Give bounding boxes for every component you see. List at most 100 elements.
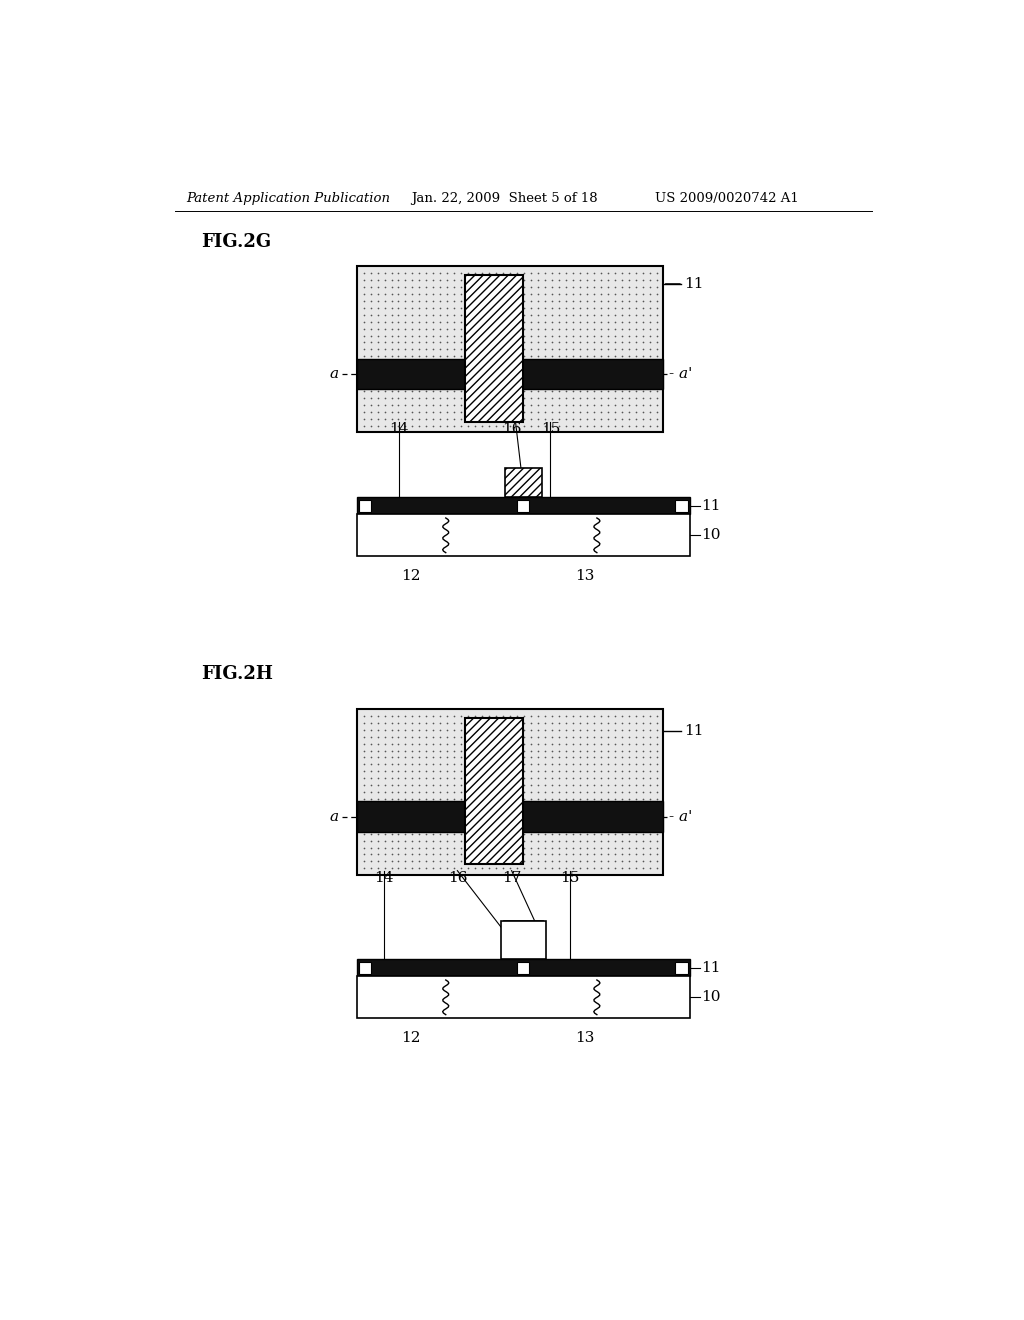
Point bbox=[390, 858, 407, 879]
Point bbox=[432, 346, 449, 367]
Point bbox=[579, 331, 595, 352]
Point bbox=[606, 768, 623, 789]
Point bbox=[523, 339, 540, 360]
Point bbox=[502, 331, 518, 352]
Point bbox=[523, 304, 540, 325]
Point bbox=[599, 325, 615, 346]
Point bbox=[439, 312, 456, 333]
Point bbox=[481, 851, 498, 873]
Point bbox=[571, 803, 588, 824]
Point bbox=[460, 824, 476, 845]
Point bbox=[586, 733, 602, 754]
Point bbox=[509, 713, 525, 734]
Point bbox=[537, 754, 553, 775]
Point bbox=[558, 741, 574, 762]
Point bbox=[648, 408, 665, 429]
Point bbox=[446, 796, 463, 817]
Text: a: a bbox=[330, 809, 339, 824]
Point bbox=[502, 775, 518, 796]
Point bbox=[551, 803, 567, 824]
Point bbox=[593, 760, 609, 781]
Point bbox=[383, 380, 399, 401]
Point bbox=[377, 775, 393, 796]
Point bbox=[453, 387, 469, 408]
Point bbox=[481, 318, 498, 339]
Point bbox=[593, 768, 609, 789]
Point bbox=[529, 788, 546, 809]
Point bbox=[453, 788, 469, 809]
Point bbox=[432, 276, 449, 297]
Point bbox=[404, 263, 421, 284]
Point bbox=[641, 719, 657, 741]
Point bbox=[390, 741, 407, 762]
Point bbox=[606, 408, 623, 429]
Point bbox=[412, 318, 428, 339]
Point bbox=[593, 367, 609, 388]
Point bbox=[537, 318, 553, 339]
Point bbox=[390, 374, 407, 395]
Point bbox=[487, 387, 504, 408]
Point bbox=[377, 408, 393, 429]
Point bbox=[446, 339, 463, 360]
Point bbox=[425, 837, 441, 858]
Point bbox=[586, 401, 602, 422]
Point bbox=[621, 775, 637, 796]
Point bbox=[370, 843, 386, 865]
Point bbox=[502, 809, 518, 830]
Point bbox=[362, 719, 379, 741]
Point bbox=[509, 747, 525, 768]
Point bbox=[509, 851, 525, 873]
Point bbox=[487, 374, 504, 395]
Point bbox=[495, 312, 511, 333]
Point bbox=[355, 809, 372, 830]
Point bbox=[418, 726, 434, 747]
Point bbox=[495, 713, 511, 734]
Point bbox=[502, 858, 518, 879]
Point bbox=[446, 775, 463, 796]
Point bbox=[628, 768, 644, 789]
Point bbox=[628, 816, 644, 837]
Point bbox=[529, 809, 546, 830]
Point bbox=[481, 824, 498, 845]
Point bbox=[474, 312, 490, 333]
Point bbox=[467, 331, 483, 352]
Point bbox=[579, 325, 595, 346]
Point bbox=[397, 788, 414, 809]
Point bbox=[487, 719, 504, 741]
Point bbox=[509, 843, 525, 865]
Point bbox=[495, 741, 511, 762]
Point bbox=[599, 408, 615, 429]
Point bbox=[487, 401, 504, 422]
Point bbox=[529, 733, 546, 754]
Point bbox=[495, 367, 511, 388]
Point bbox=[362, 837, 379, 858]
Point bbox=[377, 401, 393, 422]
Point bbox=[599, 346, 615, 367]
Point bbox=[509, 408, 525, 429]
Point bbox=[467, 367, 483, 388]
Point bbox=[453, 733, 469, 754]
Point bbox=[571, 733, 588, 754]
Point bbox=[474, 843, 490, 865]
Point bbox=[418, 705, 434, 726]
Point bbox=[404, 284, 421, 305]
Point bbox=[593, 380, 609, 401]
Point bbox=[571, 318, 588, 339]
Point bbox=[579, 781, 595, 803]
Point bbox=[551, 395, 567, 416]
Point bbox=[362, 352, 379, 374]
Point bbox=[355, 380, 372, 401]
Point bbox=[529, 837, 546, 858]
Point bbox=[641, 318, 657, 339]
Point bbox=[544, 374, 560, 395]
Point bbox=[425, 830, 441, 851]
Point bbox=[606, 387, 623, 408]
Text: 12: 12 bbox=[401, 1031, 421, 1044]
Point bbox=[613, 837, 630, 858]
Point bbox=[544, 325, 560, 346]
Point bbox=[460, 263, 476, 284]
Point bbox=[635, 768, 651, 789]
Point bbox=[579, 788, 595, 809]
Point bbox=[397, 387, 414, 408]
Point bbox=[453, 352, 469, 374]
